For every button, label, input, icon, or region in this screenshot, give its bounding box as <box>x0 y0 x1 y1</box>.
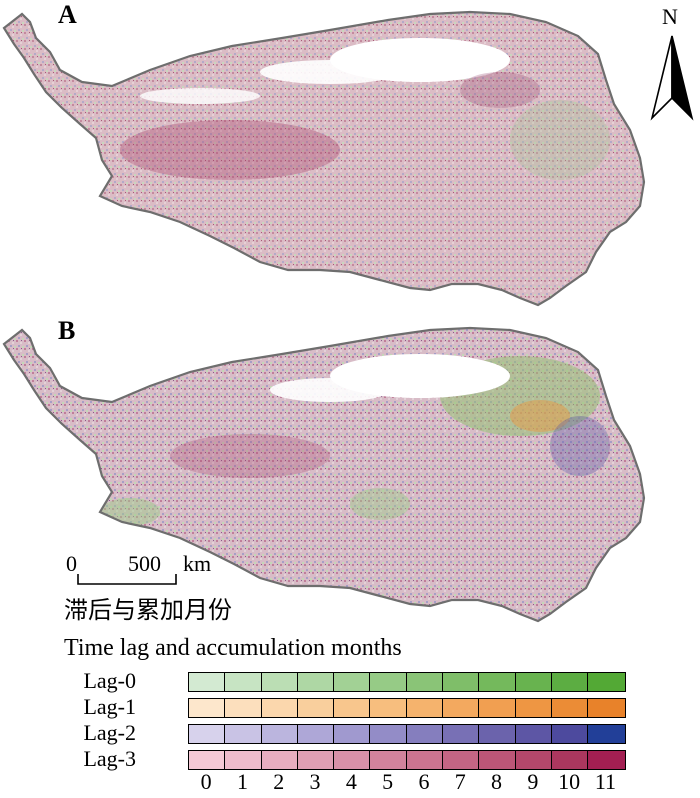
legend-swatch <box>551 751 589 769</box>
legend-swatch <box>551 725 589 743</box>
scale-unit-label: km <box>183 551 212 576</box>
month-tick-label: 11 <box>594 769 617 794</box>
legend-swatch <box>515 673 552 691</box>
legend-row-label: Lag-3 <box>83 746 136 771</box>
legend-swatch <box>189 751 226 769</box>
month-tick-label: 5 <box>382 769 394 794</box>
legend-swatch <box>334 673 371 691</box>
swatch-strip <box>188 724 626 744</box>
legend-swatch <box>479 725 516 743</box>
legend-swatch <box>297 699 335 717</box>
month-tick-label: 10 <box>558 769 581 794</box>
swatch-strip <box>188 750 626 770</box>
month-tick-label: 9 <box>527 769 539 794</box>
legend-swatch <box>261 699 298 717</box>
month-tick-label: 3 <box>309 769 321 794</box>
map-panel-b <box>2 326 646 623</box>
month-tick-label: 8 <box>491 769 503 794</box>
legend-swatch <box>588 699 625 717</box>
legend-swatch <box>225 699 262 717</box>
legend-swatch <box>443 725 480 743</box>
legend-swatch <box>551 699 589 717</box>
legend-swatch <box>443 751 480 769</box>
legend-swatch <box>261 751 298 769</box>
month-tick-label: 4 <box>345 769 357 794</box>
legend-row-label: Lag-2 <box>83 720 136 745</box>
map-panel-a <box>2 10 646 307</box>
legend-swatch <box>515 725 552 743</box>
legend-swatch <box>406 699 444 717</box>
legend-title-english: Time lag and accumulation months <box>64 635 402 661</box>
legend-row-label: Lag-0 <box>83 668 136 693</box>
legend-swatch <box>479 751 516 769</box>
legend-swatch <box>406 673 444 691</box>
legend-swatch <box>443 673 480 691</box>
legend-row-lag-1: Lag-1 <box>52 694 626 719</box>
scale-bar <box>77 574 177 585</box>
legend-swatch <box>588 673 625 691</box>
legend-swatch <box>551 673 589 691</box>
legend-row-label: Lag-1 <box>83 694 136 719</box>
month-tick-label: 6 <box>418 769 430 794</box>
legend-swatch <box>225 751 262 769</box>
legend-swatch <box>406 725 444 743</box>
legend-swatch <box>225 673 262 691</box>
legend-swatch <box>334 751 371 769</box>
legend-row-lag-0: Lag-0 <box>52 668 626 693</box>
legend-swatch <box>370 751 407 769</box>
swatch-strip <box>188 672 626 692</box>
legend-row-lag-3: Lag-3 <box>52 746 626 771</box>
legend-swatch <box>479 673 516 691</box>
legend-swatch <box>370 725 407 743</box>
north-arrow-icon <box>650 35 694 121</box>
legend-swatch <box>334 699 371 717</box>
swatch-strip <box>188 698 626 718</box>
legend-swatch <box>370 699 407 717</box>
north-label: N <box>662 4 678 29</box>
legend-swatch <box>297 725 335 743</box>
legend-swatch <box>297 673 335 691</box>
month-tick-labels: 0 1 2 3 4 5 6 7 8 9 10 11 <box>188 770 628 794</box>
legend-row-lag-2: Lag-2 <box>52 720 626 745</box>
legend-swatch <box>189 699 226 717</box>
month-tick-label: 7 <box>454 769 466 794</box>
legend-swatch <box>479 699 516 717</box>
panel-a-label: A <box>58 0 77 29</box>
scale-start-label: 0 <box>66 551 77 576</box>
month-tick-label: 0 <box>200 769 212 794</box>
scale-end-label: 500 <box>128 551 161 576</box>
legend-swatch <box>189 725 226 743</box>
month-tick-label: 1 <box>236 769 248 794</box>
legend-swatch <box>261 673 298 691</box>
legend-swatch <box>588 751 625 769</box>
map-a-fill <box>4 12 644 305</box>
legend-swatch <box>334 725 371 743</box>
legend-swatch <box>225 725 262 743</box>
legend-swatch <box>189 673 226 691</box>
panel-b-label: B <box>58 316 76 345</box>
legend-swatch <box>443 699 480 717</box>
legend-swatch <box>406 751 444 769</box>
legend-swatch <box>370 673 407 691</box>
legend-swatch <box>515 751 552 769</box>
legend-swatch <box>261 725 298 743</box>
legend-title-chinese: 滞后与累加月份 <box>64 596 232 624</box>
month-tick-label: 2 <box>273 769 285 794</box>
legend-swatch <box>297 751 335 769</box>
legend-swatch <box>515 699 552 717</box>
legend-swatch <box>588 725 625 743</box>
